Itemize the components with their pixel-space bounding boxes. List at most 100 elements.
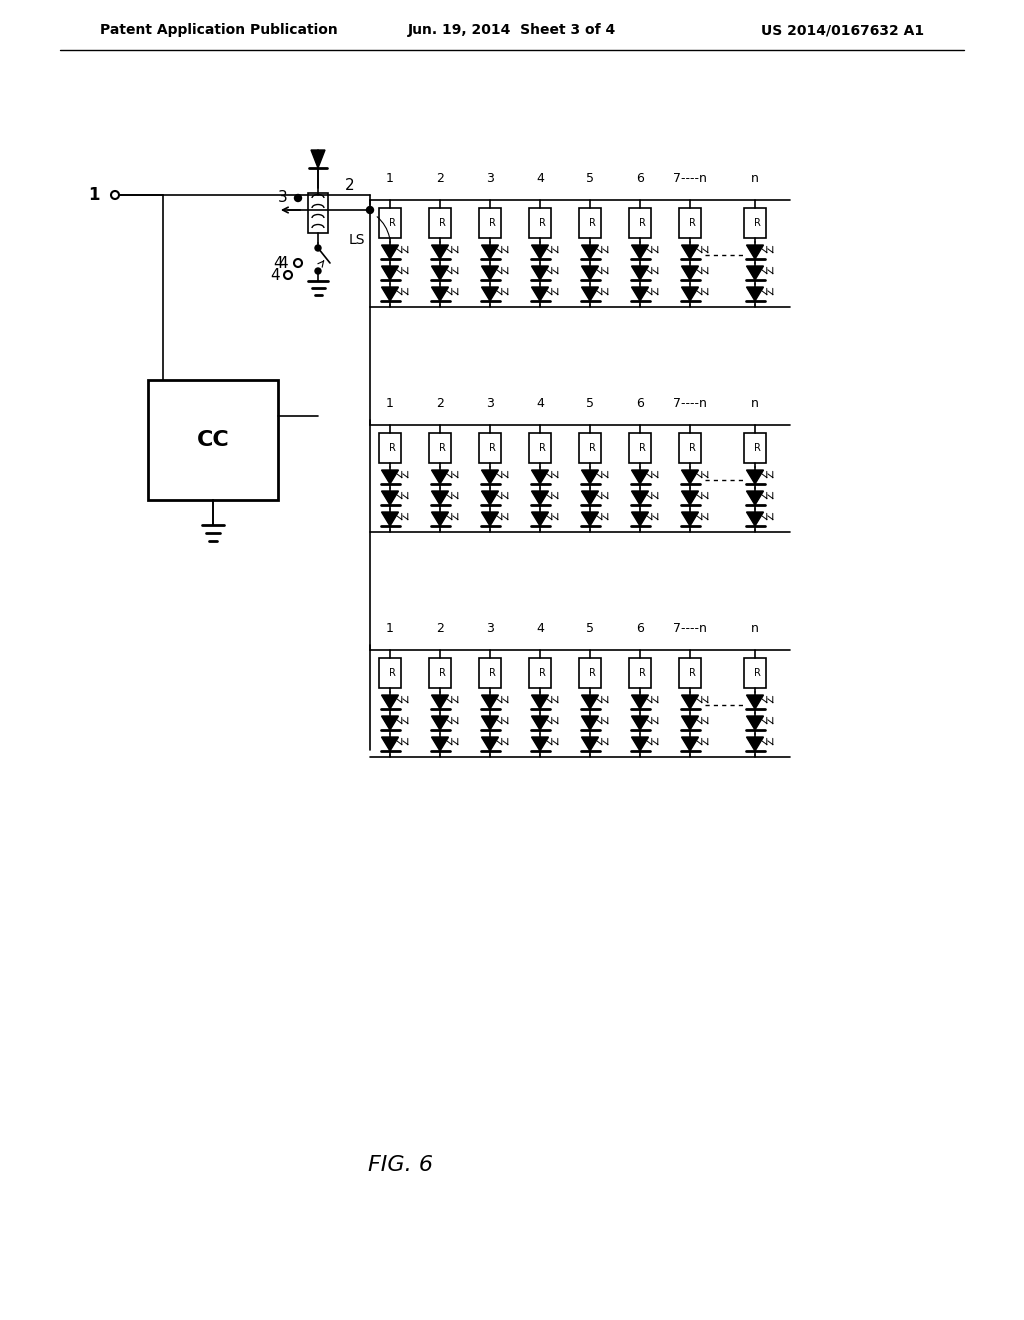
Text: R: R <box>688 444 695 453</box>
Polygon shape <box>582 246 598 259</box>
Text: R: R <box>589 668 595 678</box>
Bar <box>744 209 766 238</box>
Polygon shape <box>582 737 598 751</box>
Polygon shape <box>746 715 764 730</box>
Polygon shape <box>682 246 698 259</box>
Text: R: R <box>488 668 496 678</box>
Text: R: R <box>754 218 761 228</box>
Bar <box>379 209 401 238</box>
Text: 5: 5 <box>586 622 594 635</box>
Text: CC: CC <box>197 430 229 450</box>
Bar <box>479 657 501 688</box>
Polygon shape <box>582 512 598 525</box>
Bar <box>308 193 328 234</box>
Bar <box>479 209 501 238</box>
Polygon shape <box>431 286 449 301</box>
Polygon shape <box>632 715 648 730</box>
Polygon shape <box>746 737 764 751</box>
Text: 3: 3 <box>486 172 494 185</box>
Bar <box>429 433 451 463</box>
Text: n: n <box>751 622 759 635</box>
Polygon shape <box>582 696 598 709</box>
Bar <box>379 433 401 463</box>
Text: R: R <box>488 444 496 453</box>
Polygon shape <box>746 267 764 280</box>
Polygon shape <box>382 470 398 484</box>
Polygon shape <box>481 286 499 301</box>
Text: 2: 2 <box>436 397 444 411</box>
Polygon shape <box>746 246 764 259</box>
Polygon shape <box>632 267 648 280</box>
Polygon shape <box>382 696 398 709</box>
Text: LS: LS <box>348 234 365 247</box>
Bar <box>629 657 651 688</box>
Text: 4: 4 <box>279 256 288 271</box>
Text: US 2014/0167632 A1: US 2014/0167632 A1 <box>761 22 924 37</box>
Polygon shape <box>481 470 499 484</box>
Bar <box>629 209 651 238</box>
Text: R: R <box>688 218 695 228</box>
Bar <box>679 209 701 238</box>
Polygon shape <box>582 286 598 301</box>
Text: 4: 4 <box>536 172 544 185</box>
Text: Patent Application Publication: Patent Application Publication <box>100 22 338 37</box>
Circle shape <box>295 194 301 202</box>
Polygon shape <box>531 246 549 259</box>
Text: 4: 4 <box>536 622 544 635</box>
Text: 6: 6 <box>636 172 644 185</box>
Bar <box>679 433 701 463</box>
Text: R: R <box>388 444 395 453</box>
Bar <box>148 380 278 500</box>
Polygon shape <box>431 512 449 525</box>
Circle shape <box>315 246 321 251</box>
Text: R: R <box>589 444 595 453</box>
Bar <box>579 657 601 688</box>
Polygon shape <box>582 491 598 506</box>
Polygon shape <box>682 286 698 301</box>
Text: R: R <box>639 444 645 453</box>
Bar <box>579 209 601 238</box>
Polygon shape <box>382 246 398 259</box>
Text: R: R <box>388 668 395 678</box>
Text: 5: 5 <box>586 172 594 185</box>
Text: R: R <box>539 444 546 453</box>
Polygon shape <box>481 512 499 525</box>
Bar <box>529 209 551 238</box>
Text: 1: 1 <box>88 186 100 205</box>
Polygon shape <box>682 267 698 280</box>
Bar <box>479 433 501 463</box>
Polygon shape <box>531 267 549 280</box>
Text: 2: 2 <box>345 177 355 193</box>
Polygon shape <box>431 715 449 730</box>
Text: 2: 2 <box>436 622 444 635</box>
Polygon shape <box>382 737 398 751</box>
Polygon shape <box>682 512 698 525</box>
Polygon shape <box>632 470 648 484</box>
Polygon shape <box>481 696 499 709</box>
Text: 2: 2 <box>436 172 444 185</box>
Polygon shape <box>582 470 598 484</box>
Polygon shape <box>431 267 449 280</box>
Polygon shape <box>582 715 598 730</box>
Polygon shape <box>531 696 549 709</box>
Text: 3: 3 <box>486 397 494 411</box>
Bar <box>679 657 701 688</box>
Text: 4: 4 <box>273 256 283 271</box>
Circle shape <box>315 268 321 275</box>
Polygon shape <box>746 696 764 709</box>
Polygon shape <box>382 286 398 301</box>
Polygon shape <box>682 737 698 751</box>
Polygon shape <box>746 512 764 525</box>
Bar <box>529 657 551 688</box>
Text: R: R <box>438 668 445 678</box>
Bar <box>744 657 766 688</box>
Polygon shape <box>481 491 499 506</box>
Text: R: R <box>639 218 645 228</box>
Text: 6: 6 <box>636 622 644 635</box>
Polygon shape <box>481 737 499 751</box>
Polygon shape <box>431 491 449 506</box>
Polygon shape <box>531 715 549 730</box>
Polygon shape <box>481 246 499 259</box>
Bar <box>579 433 601 463</box>
Text: n: n <box>751 172 759 185</box>
